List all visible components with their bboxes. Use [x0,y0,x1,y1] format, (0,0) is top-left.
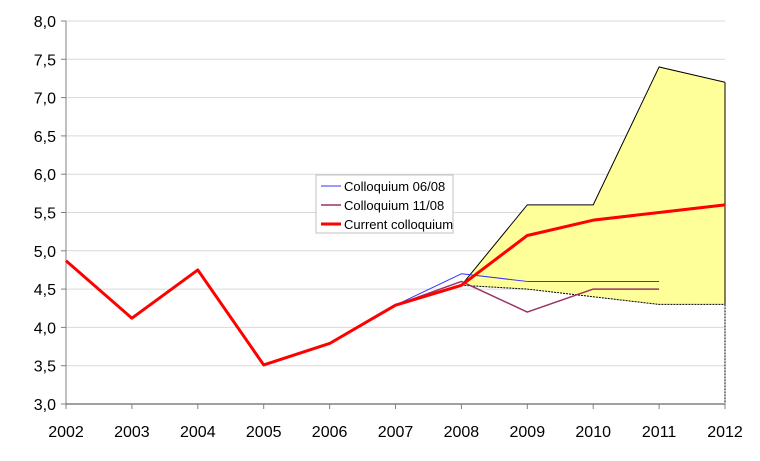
legend-label: Colloquium 11/08 [344,198,444,213]
x-tick-label: 2004 [180,424,216,441]
y-tick-label: 7,0 [34,91,56,108]
x-tick-label: 2007 [378,424,414,441]
y-tick-label: 3,5 [34,359,56,376]
x-tick-label: 2006 [312,424,348,441]
forecast-range-band [461,66,725,305]
x-tick-label: 2009 [510,424,546,441]
y-tick-label: 6,5 [34,129,56,146]
x-tick-label: 2003 [114,424,150,441]
y-tick-label: 3,0 [34,397,56,414]
x-tick-label: 2010 [575,424,611,441]
y-tick-label: 6,0 [34,167,56,184]
series-line-3 [65,203,726,367]
legend-label: Current colloquium [344,217,453,232]
y-tick-label: 5,5 [34,206,56,223]
x-tick-label: 2002 [48,424,84,441]
y-tick-label: 7,5 [34,52,56,69]
legend-box [315,174,454,234]
band-upper-edge [461,66,726,286]
x-tick-label: 2012 [707,424,743,441]
y-tick-label: 4,5 [34,282,56,299]
x-tick-label: 2005 [246,424,282,441]
y-tick-label: 4,0 [34,320,56,337]
x-tick-label: 2008 [444,424,480,441]
legend: Colloquium 06/08 Colloquium 11/08 Current … [315,174,454,234]
x-tick-label: 2011 [642,424,677,441]
legend-label: Colloquium 06/08 [344,179,445,194]
band-lower-edge [461,284,725,305]
y-tick-label: 5,0 [34,244,56,261]
y-tick-label: 8,0 [34,14,56,31]
